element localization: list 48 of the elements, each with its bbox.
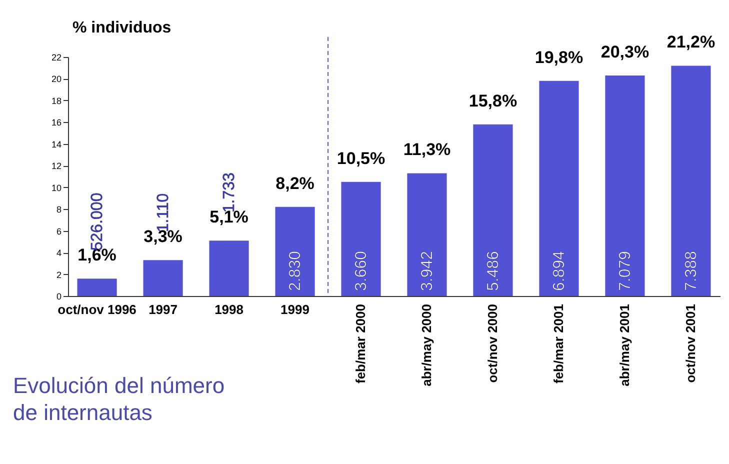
bar [275,206,315,296]
data-label: 19,8% [534,48,584,67]
annotation: 7.079 [616,250,634,291]
bar [407,173,447,296]
bar [605,75,645,296]
bar [77,278,117,296]
x-tick-label: oct/nov 2001 [682,304,698,383]
x-tick-label: 1999 [280,302,310,317]
annotation: 6.894 [550,250,568,291]
x-tick-label: abr/may 2001 [616,304,632,386]
data-label: 21,2% [666,32,716,52]
text: Evolución del número de internautas [13,373,225,425]
x-tick-label: feb/mar 2001 [550,304,566,384]
y-tick-label: 10 [51,182,62,193]
y-tick-label: 16 [51,118,62,128]
x-tick-label: 1998 [214,302,244,317]
data-label: 20,3% [600,42,650,62]
data-label: 15,8% [468,91,518,110]
y-axis-title: % individuos [72,20,172,36]
bar [209,240,249,296]
y-tick-label: 12 [51,161,62,172]
y-tick-label: 14 [51,139,62,150]
x-tick-label: abr/may 2000 [418,304,434,386]
y-tick-label: 22 [51,52,62,62]
y-tick-label: 0 [56,292,62,302]
y-tick-label: 20 [51,74,62,84]
x-tick-label: oct/nov 2000 [484,304,500,383]
y-tick-label: 4 [56,248,62,258]
data-label: 11,3% [403,140,451,160]
annotation: 5.486 [484,250,502,291]
bar [341,182,381,296]
data-label: 10,5% [336,148,386,168]
annotation: 7.388 [682,250,700,291]
y-tick-label: 2 [56,270,62,280]
annotation: 3.942 [418,250,436,291]
y-tick-label: 8 [56,204,62,215]
y-tick-label: 6 [56,226,62,236]
bar [671,66,711,296]
y-tick-label: 18 [51,96,62,106]
data-label: 8,2% [276,174,314,193]
x-tick-label: feb/mar 2000 [353,304,368,384]
annotation: 3.660 [353,250,370,291]
annotation: 2.830 [287,250,304,291]
bar [539,80,579,296]
bar [473,124,513,296]
x-tick-label: oct/nov 1996 [58,302,136,317]
bar [143,260,183,296]
x-tick-label: 1997 [148,302,178,317]
